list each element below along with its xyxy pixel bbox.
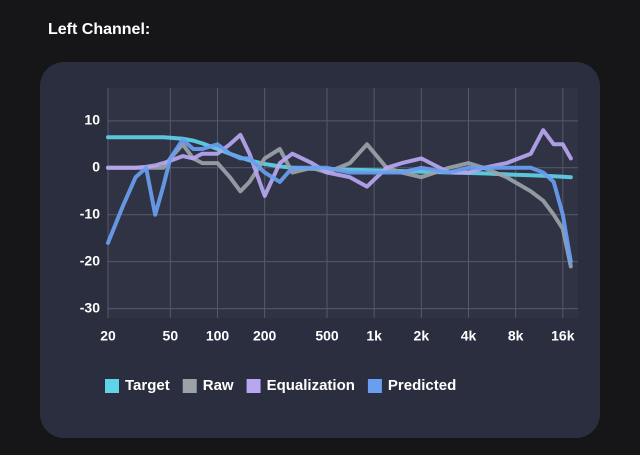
x-tick-label: 16k <box>551 328 575 344</box>
chart-title: Left Channel: <box>48 21 150 38</box>
x-tick-label: 100 <box>206 328 230 344</box>
x-tick-label: 200 <box>253 328 277 344</box>
legend-label: Raw <box>203 377 234 394</box>
legend-label: Equalization <box>267 377 355 394</box>
x-tick-label: 500 <box>315 328 339 344</box>
legend-swatch <box>246 379 261 393</box>
legend-swatch <box>105 379 119 393</box>
series-line <box>106 128 573 198</box>
y-tick-label: 0 <box>92 158 100 174</box>
legend-label: Target <box>125 377 170 394</box>
y-tick-label: -10 <box>80 205 100 221</box>
y-tick-label: 10 <box>84 112 100 128</box>
x-tick-label: 2k <box>414 328 430 344</box>
y-tick-label: -30 <box>80 299 100 315</box>
series-line <box>106 142 573 269</box>
plot-area <box>108 88 578 318</box>
series-line <box>106 137 573 264</box>
x-tick-label: 50 <box>163 328 179 344</box>
x-tick-label: 1k <box>366 328 382 344</box>
legend-swatch <box>182 379 197 393</box>
y-tick-label: -20 <box>80 252 100 268</box>
legend-label: Predicted <box>388 377 456 394</box>
x-tick-label: 8k <box>508 328 524 344</box>
legend-swatch <box>367 379 382 393</box>
x-tick-label: 4k <box>461 328 477 344</box>
x-tick-label: 20 <box>100 328 116 344</box>
